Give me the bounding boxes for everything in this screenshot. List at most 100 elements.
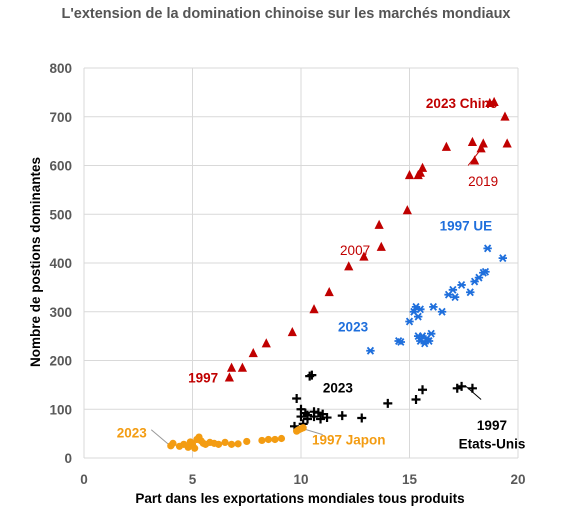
y-tick-label: 500 (49, 207, 72, 222)
point-ue (429, 302, 438, 311)
point-ue (450, 293, 460, 302)
annotation-label: 2007 (340, 243, 370, 258)
annotation-label: 2023 (117, 426, 148, 441)
point-chine (402, 205, 412, 215)
point-chine (224, 372, 234, 382)
annotation-label: 1997 Japon (312, 432, 386, 447)
x-tick-label: 0 (80, 472, 88, 487)
point-ue (498, 254, 508, 263)
point-chine (374, 219, 384, 229)
y-tick-label: 0 (64, 451, 72, 466)
point-usa (467, 383, 477, 393)
point-usa (357, 413, 367, 423)
chart-title: L'extension de la domination chinoise su… (61, 6, 511, 22)
annotation-label: 2019 (468, 174, 498, 189)
annotations: 2023 Chine 2019 2007 1997 1997 UE 2023 2023 199… (117, 96, 526, 451)
point-japon (264, 435, 273, 444)
point-chine (502, 138, 512, 148)
series-usa (289, 370, 477, 431)
x-axis-label: Part dans les exportations mondiales tou… (135, 491, 464, 506)
point-japon (227, 440, 236, 448)
series-japon (167, 424, 307, 452)
point-chine (344, 261, 354, 271)
point-usa (313, 408, 323, 418)
point-chine (226, 362, 237, 372)
annotation-label: 2023 Chine (426, 96, 498, 111)
point-ue (413, 312, 423, 321)
point-chine (489, 96, 499, 107)
leader-line (303, 428, 323, 436)
annotation-label: Etats-Unis (459, 436, 526, 451)
point-usa (457, 381, 467, 391)
point-ue (396, 338, 406, 346)
point-ue (424, 337, 434, 345)
y-tick-label: 800 (49, 61, 72, 76)
annotation-label: 2023 (338, 319, 369, 334)
point-japon (299, 424, 307, 432)
point-ue (457, 280, 466, 289)
annotation-label: 1997 UE (440, 218, 493, 233)
series-ue (366, 244, 508, 355)
point-chine (376, 241, 386, 251)
point-chine (404, 170, 415, 180)
point-usa (337, 411, 347, 421)
point-japon (191, 444, 199, 452)
x-tick-label: 15 (402, 472, 418, 487)
point-japon (258, 436, 266, 445)
point-chine (237, 362, 248, 372)
y-tick-label: 600 (49, 159, 72, 174)
point-usa (292, 394, 302, 404)
point-ue (483, 244, 492, 253)
point-usa (418, 385, 428, 395)
point-ue (481, 267, 490, 276)
point-japon (243, 437, 251, 446)
point-usa (303, 414, 313, 424)
y-tick-label: 200 (49, 354, 72, 369)
y-tick-label: 400 (49, 256, 72, 271)
point-chine (470, 155, 480, 165)
point-ue (405, 317, 414, 326)
point-chine (476, 143, 486, 153)
point-usa (383, 398, 393, 408)
x-tick-label: 5 (189, 472, 197, 487)
point-ue (427, 329, 436, 338)
annotation-label: 1997 (477, 418, 507, 433)
point-chine (324, 287, 334, 297)
y-axis-label: Nombre de postions dominantes (28, 157, 43, 367)
point-chine (261, 338, 271, 348)
point-usa (307, 370, 317, 380)
y-tick-label: 700 (49, 110, 72, 125)
y-tick-label: 300 (49, 305, 72, 320)
point-ue (448, 285, 458, 294)
point-usa (411, 395, 421, 404)
axes: 0 100 200 300 400 500 600 700 800 0 5 10 15 20 (49, 61, 525, 487)
series-chine (224, 96, 512, 382)
point-usa (316, 414, 326, 424)
point-chine (248, 347, 258, 358)
point-usa (322, 413, 332, 423)
point-chine (287, 327, 297, 337)
point-chine (359, 251, 369, 261)
y-tick-label: 100 (49, 402, 72, 417)
point-chine (500, 111, 510, 121)
annotation-label: 2023 (323, 380, 354, 395)
point-chine (478, 138, 488, 148)
point-japon (277, 434, 286, 443)
x-tick-label: 10 (293, 472, 308, 487)
point-ue (366, 346, 375, 355)
point-chine (417, 162, 428, 172)
annotation-label: 1997 (188, 371, 218, 386)
data-points (167, 96, 512, 452)
point-chine (415, 167, 425, 177)
leader-lines (150, 151, 482, 447)
point-ue (416, 305, 425, 314)
point-ue (437, 307, 447, 316)
point-usa (452, 383, 462, 393)
point-chine (309, 304, 319, 314)
x-tick-label: 20 (510, 472, 525, 487)
leader-line (150, 429, 172, 447)
point-japon (234, 440, 242, 448)
point-japon (214, 440, 223, 448)
point-chine (441, 141, 451, 151)
